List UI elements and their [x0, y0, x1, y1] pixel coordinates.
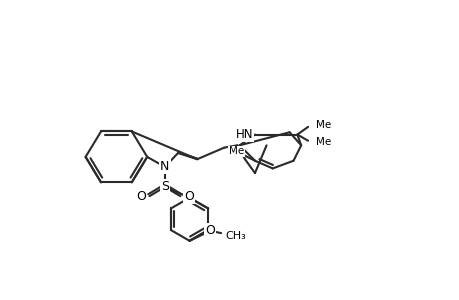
Text: CH₃: CH₃ [225, 231, 246, 241]
Text: HN: HN [235, 128, 253, 141]
Text: Me: Me [315, 120, 330, 130]
Text: O: O [184, 190, 194, 203]
Text: N: N [160, 160, 169, 173]
Text: O: O [205, 224, 215, 237]
Text: S: S [161, 180, 168, 194]
Text: Me: Me [229, 146, 244, 157]
Text: O: O [135, 190, 146, 203]
Text: Me: Me [315, 137, 330, 147]
